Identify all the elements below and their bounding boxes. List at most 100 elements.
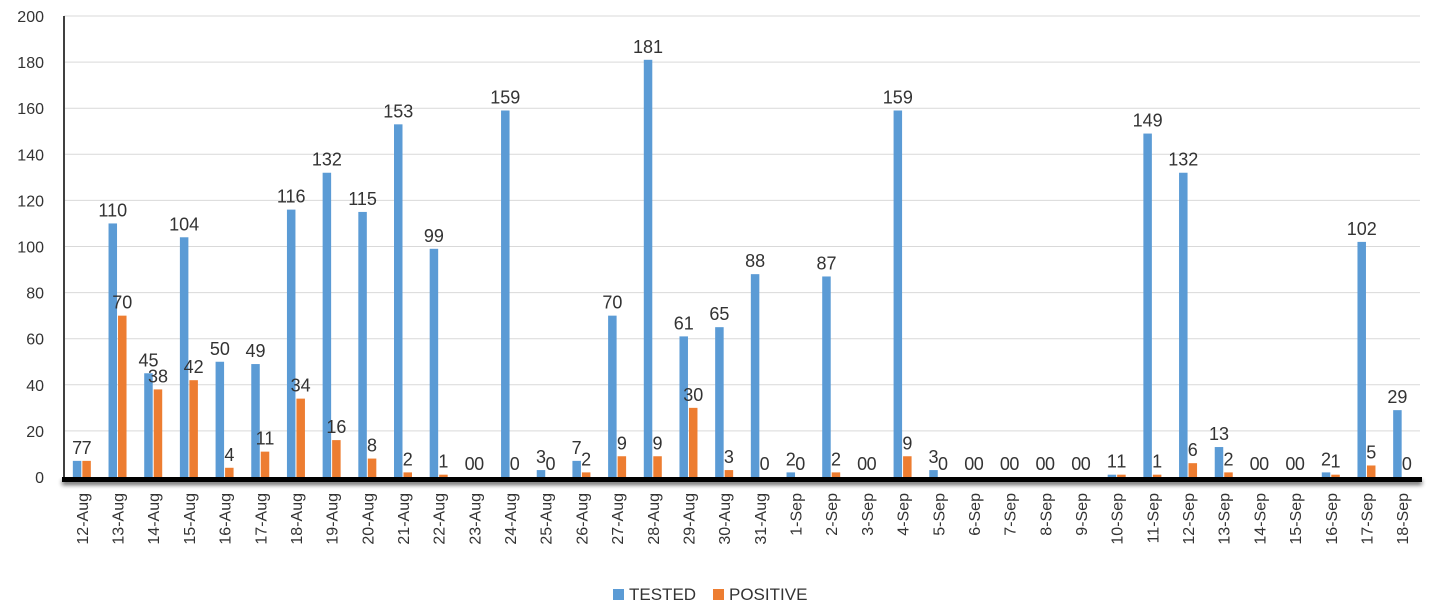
data-label-tested: 104 — [169, 214, 199, 234]
x-tick-label: 13-Aug — [111, 493, 128, 545]
data-label-tested: 159 — [883, 88, 913, 108]
bar-tested — [215, 361, 225, 477]
x-tick-label: 4-Sep — [896, 493, 913, 536]
data-label-tested: 13 — [1209, 424, 1229, 444]
bar-tested — [715, 327, 724, 477]
legend-swatch-positive — [713, 589, 724, 600]
y-tick-label: 140 — [17, 147, 44, 164]
data-label-tested: 116 — [277, 187, 306, 207]
bar-tested — [608, 315, 617, 477]
data-label-tested: 102 — [1347, 219, 1377, 239]
x-tick-label: 16-Sep — [1324, 493, 1341, 545]
y-tick-label: 120 — [17, 193, 44, 210]
bar-tested — [1393, 410, 1402, 477]
x-tick-label: 15-Sep — [1288, 493, 1305, 545]
data-label-tested: 153 — [383, 101, 413, 121]
x-tick-label: 22-Aug — [432, 493, 449, 545]
bar-positive — [403, 472, 412, 477]
x-tick-label: 14-Sep — [1252, 493, 1269, 545]
bar-positive — [1188, 463, 1198, 477]
bars — [72, 59, 1402, 478]
bar-tested — [1143, 133, 1152, 477]
data-label-positive: 4 — [224, 445, 234, 465]
bar-positive — [1117, 474, 1126, 477]
x-tick-label: 21-Aug — [396, 493, 413, 545]
bar-positive — [296, 398, 305, 477]
x-tick-label: 18-Sep — [1395, 493, 1412, 545]
legend-label-tested: TESTED — [629, 585, 696, 604]
bar-tested — [822, 276, 831, 477]
bar-tested — [572, 460, 581, 477]
bar-positive — [82, 460, 91, 477]
data-label-tested: 181 — [633, 37, 663, 57]
data-label-positive: 0 — [1402, 454, 1412, 474]
x-tick-label: 20-Aug — [360, 493, 377, 545]
data-labels: 7 711070453810442504491111634132161158153… — [72, 37, 1412, 474]
data-label-tested: 45 — [138, 350, 158, 370]
data-label-positive: 0 — [474, 454, 484, 474]
legend-label-positive: POSITIVE — [729, 585, 807, 604]
y-tick-label: 100 — [17, 240, 44, 257]
data-label-positive: 0 — [795, 454, 805, 474]
y-tick-label: 80 — [26, 286, 44, 303]
data-label-positive: 2 — [831, 449, 841, 469]
x-axis-line — [62, 477, 1422, 482]
data-label-positive: 16 — [326, 417, 346, 437]
data-label-positive: 0 — [760, 454, 770, 474]
bar-tested — [1357, 241, 1366, 477]
data-label-tested: 0 — [964, 454, 974, 474]
x-tick-label: 28-Aug — [646, 493, 663, 545]
data-label-positive: 11 — [256, 429, 275, 449]
legend-swatch-tested — [613, 589, 624, 600]
bar-positive — [724, 470, 734, 477]
bar-positive — [688, 407, 698, 477]
data-label-positive: 2 — [581, 449, 591, 469]
bar-tested — [72, 460, 82, 477]
data-label-tested: 7 — [572, 438, 582, 458]
data-label-positive: 2 — [403, 449, 413, 469]
bar-positive — [1366, 465, 1376, 477]
data-label-tested: 149 — [1133, 111, 1163, 131]
bar-tested — [286, 209, 296, 477]
x-tick-label: 8-Sep — [1038, 493, 1055, 536]
data-label-positive: 0 — [1045, 454, 1055, 474]
bar-tested — [179, 237, 189, 477]
data-label-positive: 1 — [1152, 452, 1162, 472]
data-label-positive: 7 — [82, 438, 92, 458]
bar-tested — [429, 248, 439, 477]
data-label-tested: 0 — [1036, 454, 1046, 474]
x-tick-label: 7-Sep — [1003, 493, 1020, 536]
legend: TESTED POSITIVE — [613, 585, 807, 604]
bar-positive — [831, 472, 841, 477]
data-label-positive: 1 — [1331, 452, 1341, 472]
data-label-positive: 0 — [974, 454, 984, 474]
data-label-positive: 0 — [867, 454, 877, 474]
x-tick-label: 31-Aug — [753, 493, 770, 545]
data-label-tested: 1 — [1107, 452, 1117, 472]
data-label-tested: 50 — [210, 339, 230, 359]
x-tick-label: 30-Aug — [717, 493, 734, 545]
bar-positive — [1224, 472, 1233, 477]
bar-tested — [750, 274, 760, 477]
bar-positive — [1152, 474, 1162, 477]
data-label-positive: 0 — [1081, 454, 1091, 474]
data-label-tested: 3 — [536, 447, 546, 467]
bar-positive — [153, 389, 163, 477]
x-tick-label: 12-Sep — [1181, 493, 1198, 545]
x-tick-label: 16-Aug — [218, 493, 235, 545]
x-tick-label: 3-Sep — [860, 493, 877, 536]
x-tick-label: 15-Aug — [182, 493, 199, 545]
data-label-tested: 0 — [1071, 454, 1081, 474]
bar-tested — [358, 211, 367, 477]
x-tick-label: 23-Aug — [467, 493, 484, 545]
data-label-positive: 9 — [902, 433, 912, 453]
bar-tested — [501, 110, 510, 477]
data-label-positive: 2 — [1223, 449, 1233, 469]
bar-positive — [903, 456, 912, 477]
y-tick-label: 60 — [26, 332, 44, 349]
x-tick-label: 17-Aug — [253, 493, 270, 545]
data-label-tested: 110 — [98, 200, 127, 220]
data-label-tested: 65 — [709, 304, 729, 324]
